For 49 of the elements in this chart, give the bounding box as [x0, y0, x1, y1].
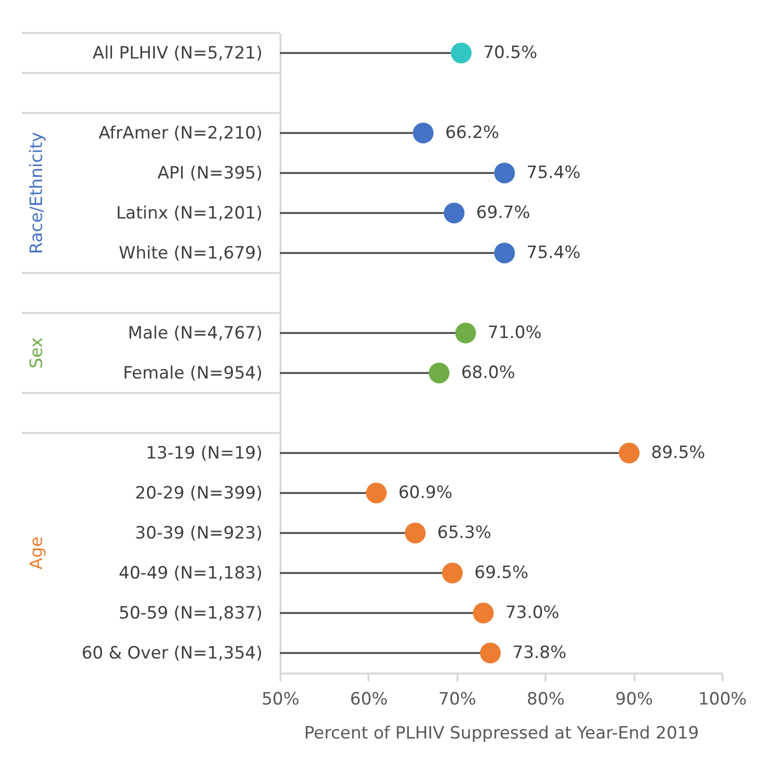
- y-tick-label: 60 & Over (N=1,354): [82, 644, 262, 664]
- y-tick-label: 40-49 (N=1,183): [118, 564, 262, 584]
- y-tick-label: AfrAmer (N=2,210): [98, 124, 262, 144]
- point: [366, 482, 387, 504]
- y-tick-label: API (N=395): [158, 164, 262, 184]
- x-tick-label: 100%: [698, 690, 747, 710]
- text: Sex: [27, 337, 47, 369]
- text: Race/Ethnicity: [27, 132, 47, 254]
- data-label: 60.9%: [398, 483, 452, 503]
- y-tick-label: Male (N=4,767): [128, 324, 262, 344]
- x-tick-label: 70%: [438, 690, 476, 710]
- point: [404, 522, 426, 544]
- point: [494, 242, 515, 264]
- y-tick-label: 20-29 (N=399): [135, 484, 262, 504]
- point: [618, 442, 640, 464]
- text: Age: [27, 536, 47, 570]
- point: [412, 122, 434, 144]
- point: [442, 562, 463, 584]
- y-tick-label: Female (N=954): [122, 364, 262, 384]
- x-tick-label: 90%: [615, 690, 653, 710]
- y-tick-label: Latinx (N=1,201): [116, 204, 262, 224]
- data-label: 75.4%: [526, 243, 581, 263]
- data-label: 65.3%: [437, 523, 492, 543]
- y-tick-label: 50-59 (N=1,837): [118, 604, 262, 624]
- data-label: 69.7%: [476, 203, 530, 223]
- data-label: 89.5%: [651, 443, 706, 463]
- y-tick-label: All PLHIV (N=5,721): [92, 44, 262, 64]
- data-label: 75.4%: [526, 163, 581, 183]
- data-label: 69.5%: [474, 563, 528, 583]
- data-label: 66.2%: [445, 123, 500, 143]
- point: [450, 42, 472, 64]
- x-tick-label: 50%: [262, 690, 300, 710]
- point: [455, 322, 476, 344]
- point: [472, 602, 494, 624]
- y-tick-label: 30-39 (N=923): [135, 524, 262, 544]
- point: [494, 162, 515, 184]
- data-label: 68.0%: [461, 363, 516, 383]
- y-tick-label: White (N=1,679): [118, 244, 262, 264]
- point: [428, 362, 450, 384]
- point: [480, 642, 501, 664]
- data-label: 71.0%: [488, 323, 542, 343]
- data-label: 73.8%: [512, 643, 566, 663]
- x-axis-title: Percent of PLHIV Suppressed at Year-End 2019: [304, 724, 699, 744]
- data-label: 70.5%: [483, 43, 538, 63]
- x-tick-label: 80%: [526, 690, 565, 710]
- x-tick-label: 60%: [350, 690, 388, 710]
- data-label: 73.0%: [505, 603, 560, 623]
- point: [444, 202, 465, 224]
- y-tick-label: 13-19 (N=19): [146, 444, 262, 464]
